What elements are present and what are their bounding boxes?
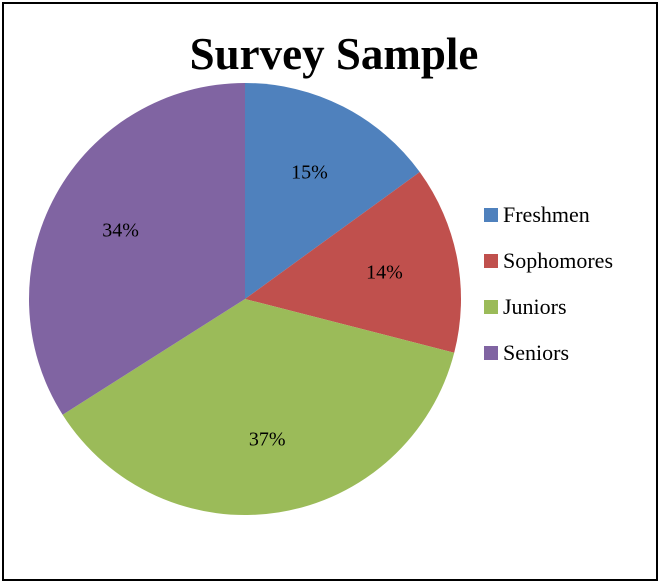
legend: Freshmen Sophomores Juniors Seniors xyxy=(484,192,613,376)
legend-label-seniors: Seniors xyxy=(503,340,569,365)
legend-item-sophomores: Sophomores xyxy=(484,238,613,284)
data-label-seniors: 34% xyxy=(102,220,139,242)
legend-swatch-juniors xyxy=(484,300,498,314)
pie-slice-seniors xyxy=(29,83,245,415)
legend-label-freshmen: Freshmen xyxy=(503,202,590,227)
data-label-sophomores: 14% xyxy=(366,261,403,283)
legend-swatch-sophomores xyxy=(484,254,498,268)
legend-item-juniors: Juniors xyxy=(484,284,613,330)
legend-item-freshmen: Freshmen xyxy=(484,192,613,238)
chart-title: Survey Sample xyxy=(189,29,479,79)
data-label-juniors: 37% xyxy=(249,428,286,450)
legend-label-juniors: Juniors xyxy=(503,294,567,319)
pie-data-labels: 15% 14% 37% 34% xyxy=(102,161,403,450)
legend-item-seniors: Seniors xyxy=(484,330,613,376)
legend-label-sophomores: Sophomores xyxy=(503,248,613,273)
legend-swatch-seniors xyxy=(484,346,498,360)
pie-slice-freshmen xyxy=(245,83,420,299)
legend-swatch-freshmen xyxy=(484,208,498,222)
data-label-freshmen: 15% xyxy=(291,161,328,183)
pie-slice-sophomores xyxy=(245,172,461,353)
pie-slice-juniors xyxy=(62,299,455,515)
pie-slices xyxy=(29,83,461,515)
